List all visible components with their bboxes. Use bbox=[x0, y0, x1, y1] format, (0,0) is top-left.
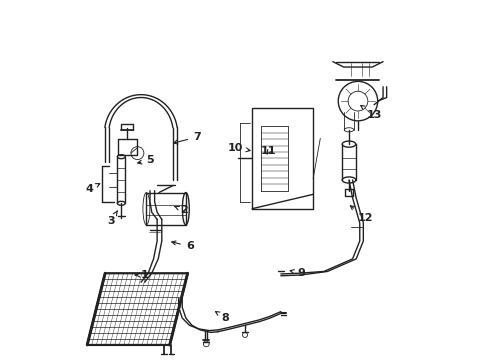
Text: 1: 1 bbox=[135, 270, 149, 280]
Text: 13: 13 bbox=[361, 105, 382, 121]
Text: 10: 10 bbox=[228, 143, 250, 153]
Text: 5: 5 bbox=[138, 155, 154, 165]
Text: 4: 4 bbox=[85, 184, 100, 194]
Text: 6: 6 bbox=[172, 241, 194, 251]
Text: 9: 9 bbox=[290, 268, 305, 278]
Text: 8: 8 bbox=[216, 311, 229, 323]
Text: 7: 7 bbox=[173, 132, 201, 144]
Text: 12: 12 bbox=[350, 206, 373, 222]
Text: 2: 2 bbox=[175, 206, 188, 216]
Text: 11: 11 bbox=[261, 146, 277, 156]
Text: 3: 3 bbox=[107, 211, 117, 226]
